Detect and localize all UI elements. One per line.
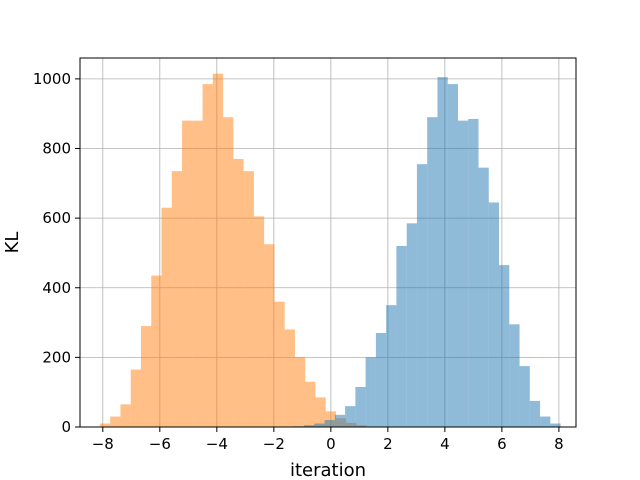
histogram-bar xyxy=(99,423,111,427)
y-tick-label: 800 xyxy=(42,140,71,158)
histogram-bar xyxy=(324,420,335,427)
y-tick-label: 1000 xyxy=(33,70,71,88)
histogram-bar xyxy=(233,158,244,428)
x-tick-label: −2 xyxy=(263,435,285,453)
histogram-bar xyxy=(457,120,469,428)
histogram-bar xyxy=(325,411,336,427)
histogram-bar xyxy=(529,400,541,427)
x-tick-label: −8 xyxy=(92,435,114,453)
histogram-bar xyxy=(315,397,326,427)
histogram-bar xyxy=(334,414,346,427)
histogram-bar xyxy=(396,245,407,427)
histogram-bar xyxy=(202,84,213,427)
histogram-bars xyxy=(99,73,561,428)
x-tick-label: 0 xyxy=(326,435,336,453)
y-tick-label: 400 xyxy=(42,279,71,297)
axis-ticks: −8 −6 −4 −2 0 2 4 6 8 0 200 400 600 800 1000 xyxy=(33,70,564,453)
histogram-bar xyxy=(406,223,417,427)
x-tick-label: 6 xyxy=(497,435,507,453)
histogram-bar xyxy=(253,216,265,427)
histogram-bar xyxy=(468,118,479,428)
histogram-bar xyxy=(519,366,530,427)
histogram-bar xyxy=(120,404,131,427)
histogram-bar xyxy=(386,305,397,427)
x-axis-label: iteration xyxy=(290,460,366,480)
histogram-bar xyxy=(304,425,315,427)
x-tick-label: 4 xyxy=(440,435,450,453)
histogram-bar xyxy=(171,171,183,427)
histogram-bar xyxy=(294,357,306,427)
histogram-series-2 xyxy=(293,77,561,428)
histogram-bar xyxy=(365,357,376,427)
histogram-bar xyxy=(437,77,448,427)
histogram-bar xyxy=(264,244,275,427)
histogram-bar xyxy=(212,73,224,427)
x-tick-label: −4 xyxy=(206,435,228,453)
histogram-bar xyxy=(243,171,254,427)
histogram-bar xyxy=(110,416,121,427)
histogram-bar xyxy=(151,275,162,427)
histogram-bar xyxy=(550,423,561,427)
histogram-bar xyxy=(141,326,152,427)
histogram-bar xyxy=(305,381,316,427)
histogram-bar xyxy=(130,369,142,427)
histogram-bar xyxy=(447,84,458,427)
y-axis-label: KL xyxy=(2,232,23,254)
histogram-bar xyxy=(284,329,295,427)
histogram-bar xyxy=(274,301,285,427)
histogram-bar xyxy=(540,416,551,427)
histogram-bar xyxy=(375,333,387,427)
y-tick-label: 600 xyxy=(42,209,71,227)
histogram-bar xyxy=(192,120,203,428)
x-tick-label: −6 xyxy=(149,435,171,453)
histogram-bar xyxy=(223,117,234,427)
histogram-bar xyxy=(488,202,500,427)
x-tick-label: 2 xyxy=(383,435,393,453)
histogram-bar xyxy=(345,406,356,427)
x-tick-label: 8 xyxy=(554,435,564,453)
histogram-bar xyxy=(161,207,172,427)
histogram-bar xyxy=(314,423,325,427)
histogram-bar xyxy=(416,164,428,427)
histogram-bar xyxy=(355,386,366,427)
histogram-bar xyxy=(499,265,510,427)
histogram-bar xyxy=(509,324,520,427)
y-tick-label: 0 xyxy=(61,418,71,436)
histogram-bar xyxy=(182,120,193,428)
y-tick-label: 200 xyxy=(42,348,71,366)
histogram-bar xyxy=(427,117,438,427)
histogram-series-1 xyxy=(99,73,367,428)
histogram-bar xyxy=(478,167,489,428)
plot-frame xyxy=(79,57,577,428)
